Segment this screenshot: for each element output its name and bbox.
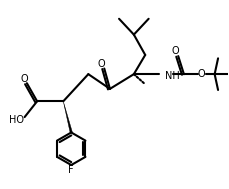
- Text: O: O: [97, 59, 105, 69]
- Text: O: O: [198, 69, 205, 79]
- Text: F: F: [68, 165, 74, 175]
- Text: NH: NH: [165, 71, 180, 81]
- Text: O: O: [20, 74, 28, 84]
- Text: HO: HO: [9, 115, 24, 125]
- Text: O: O: [171, 46, 179, 56]
- Polygon shape: [63, 101, 72, 133]
